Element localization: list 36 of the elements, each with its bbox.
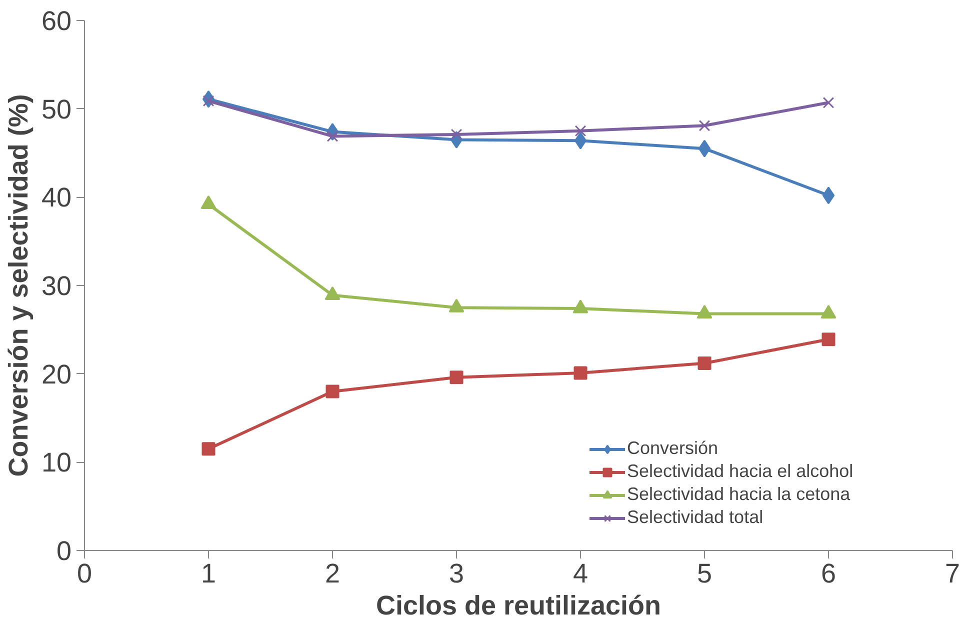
- y-tick-label: 50: [41, 94, 72, 124]
- x-axis-title: Ciclos de reutilización: [376, 590, 662, 620]
- point: [574, 132, 587, 150]
- point: [202, 442, 216, 456]
- point: [698, 140, 711, 158]
- point: [822, 332, 836, 346]
- y-tick-label: 40: [41, 182, 72, 213]
- x-tick-label: 2: [324, 558, 340, 588]
- y-axis-title: Conversión y selectividad (%): [3, 94, 34, 477]
- x-tick-label: 1: [200, 558, 216, 588]
- point: [698, 356, 712, 370]
- point: [822, 96, 834, 108]
- point: [698, 120, 710, 132]
- point: [450, 128, 462, 140]
- point: [450, 370, 464, 384]
- x-tick-label: 3: [448, 558, 464, 588]
- legend-label: Conversión: [627, 438, 718, 459]
- x-tick-label: 7: [944, 558, 960, 588]
- legend-label: Selectividad hacia el alcohol: [627, 461, 854, 482]
- x-tick-label: 4: [572, 558, 588, 588]
- y-tick-label: 0: [56, 536, 72, 566]
- y-tick-label: 10: [41, 448, 72, 478]
- point: [326, 384, 340, 398]
- x-tick-label: 0: [76, 558, 92, 588]
- point: [574, 366, 588, 380]
- point: [822, 186, 835, 204]
- x-tick-label: 6: [820, 558, 836, 588]
- y-tick-label: 30: [41, 271, 72, 301]
- y-tick-label: 60: [41, 6, 72, 36]
- point: [574, 125, 586, 137]
- point: [202, 95, 214, 107]
- legend-label: Selectividad total: [627, 507, 764, 528]
- legend-label: Selectividad hacia la cetona: [627, 484, 850, 505]
- point: [326, 130, 338, 142]
- x-tick-label: 5: [696, 558, 712, 588]
- y-tick-label: 20: [41, 359, 72, 390]
